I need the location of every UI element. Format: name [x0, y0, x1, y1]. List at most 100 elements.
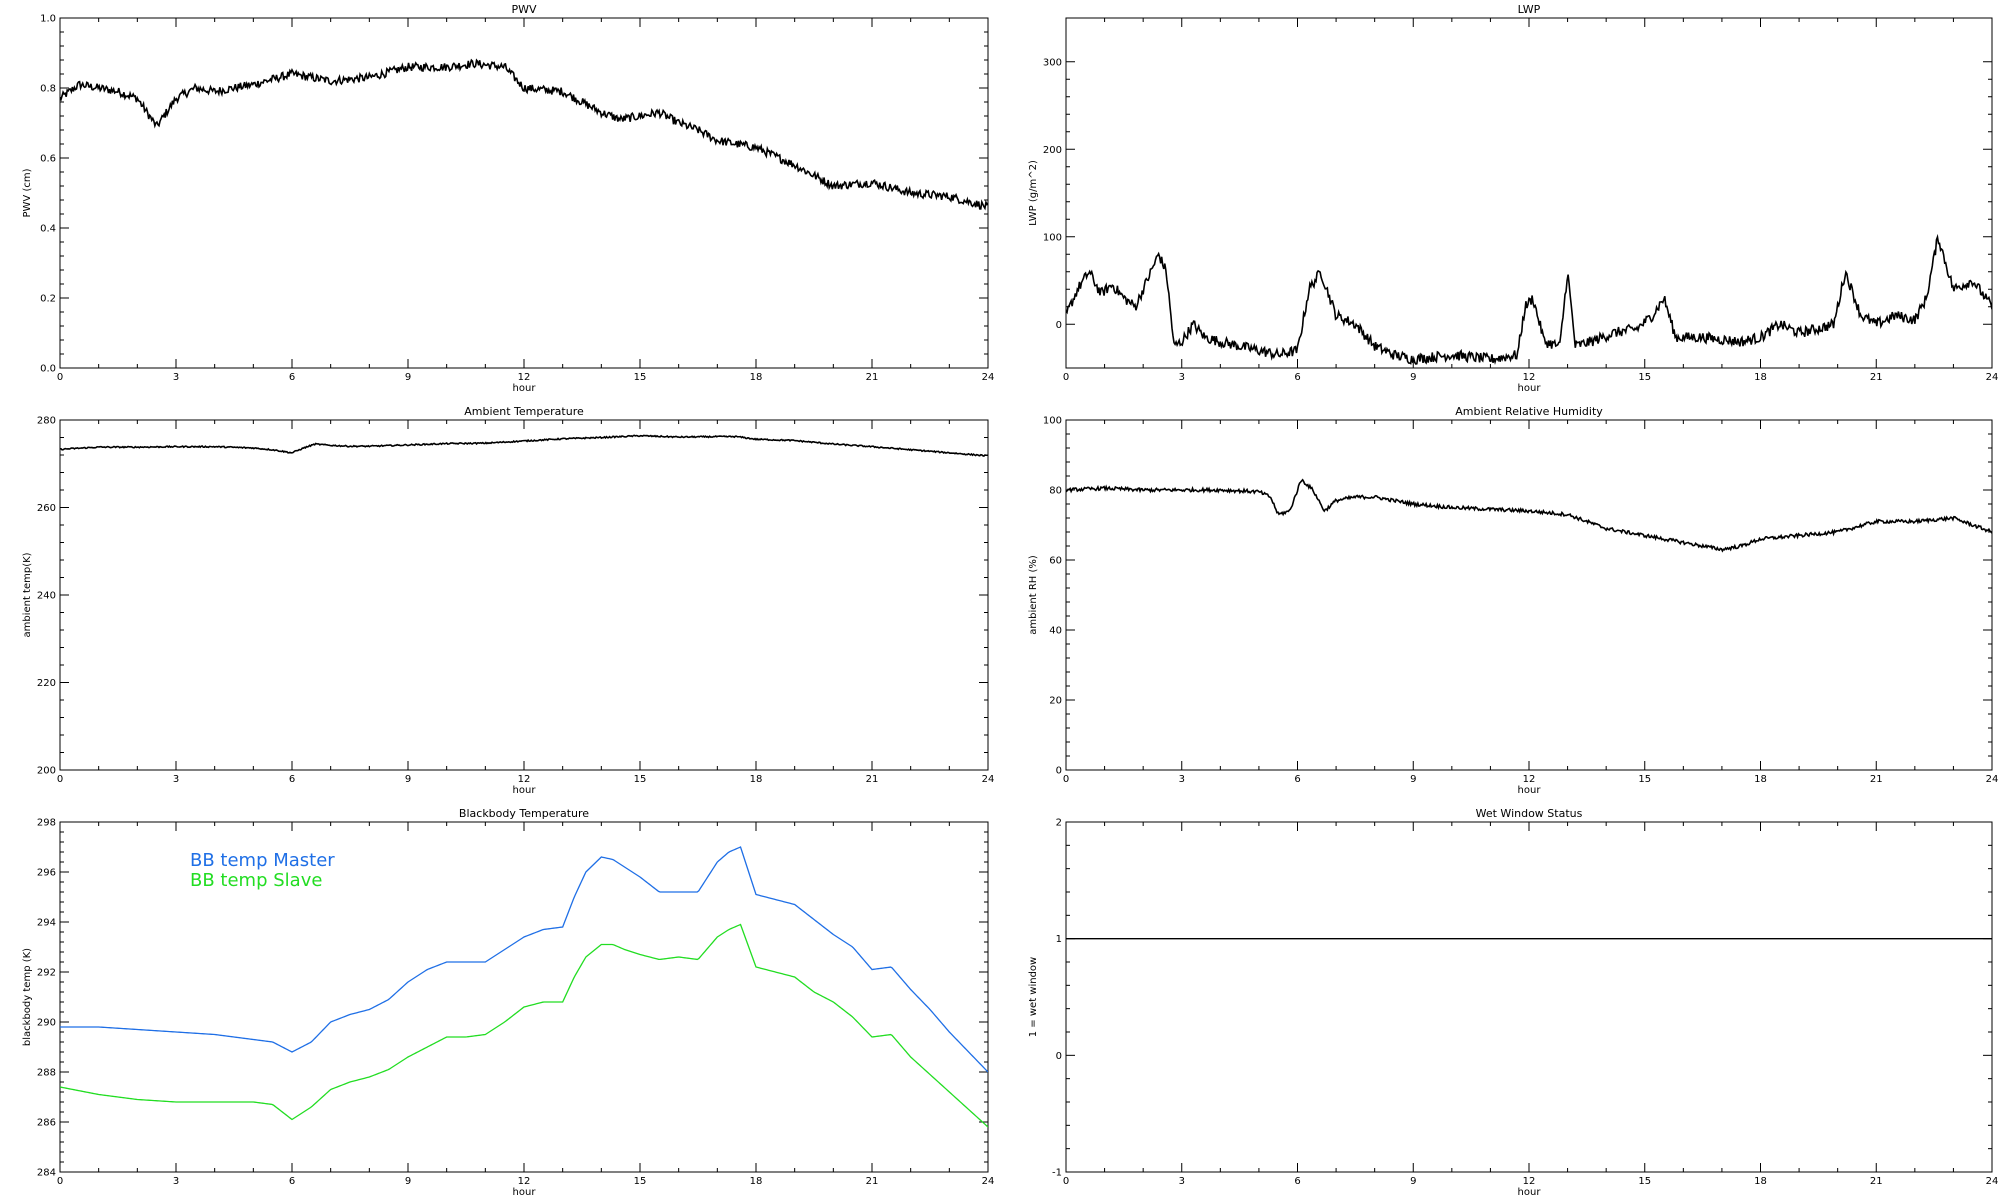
- x-tick-label: 9: [405, 372, 411, 383]
- series-line-bb-temp-master: [60, 846, 988, 1073]
- x-tick-label: 6: [289, 372, 295, 383]
- chart-title: LWP: [1518, 3, 1541, 16]
- chart-ambient_temp: Ambient Temperature 0 3 6 9 12 15 18 21 24 hour 200…: [22, 405, 994, 796]
- y-tick-label: 260: [37, 503, 56, 514]
- x-axis-label: hour: [513, 1187, 537, 1198]
- series-line-0: [1066, 233, 1992, 365]
- x-tick-label: 0: [57, 1176, 63, 1187]
- x-tick-label: 6: [1294, 1176, 1300, 1187]
- x-tick-label: 15: [634, 372, 647, 383]
- y-axis-label: ambient RH (%): [1028, 555, 1039, 635]
- plot-frame: [1065, 419, 1993, 771]
- chart-title: Blackbody Temperature: [459, 807, 589, 820]
- x-tick-label: 9: [405, 774, 411, 785]
- plot-frame: [59, 419, 989, 771]
- y-tick-label: 0.0: [40, 364, 56, 375]
- x-tick-label: 18: [750, 774, 763, 785]
- chart-ambient_rh: Ambient Relative Humidity 0 3 6 9 12 15 18 21 24 h…: [1028, 405, 1998, 796]
- x-tick-label: 0: [1063, 372, 1069, 383]
- x-axis-label: hour: [1518, 785, 1542, 796]
- x-tick-label: 21: [1870, 774, 1883, 785]
- x-axis-label: hour: [1518, 1187, 1542, 1198]
- x-tick-label: 3: [1179, 774, 1185, 785]
- x-tick-label: 15: [1638, 774, 1651, 785]
- y-tick-label: 0.6: [40, 154, 56, 165]
- plot-frame: [1065, 821, 1993, 1173]
- y-tick-label: 80: [1049, 486, 1062, 497]
- x-tick-label: 9: [1410, 1176, 1416, 1187]
- y-tick-label: 20: [1049, 696, 1062, 707]
- x-tick-label: 15: [634, 1176, 647, 1187]
- y-tick-label: 0.2: [40, 294, 56, 305]
- x-tick-label: 12: [518, 774, 531, 785]
- x-tick-label: 9: [1410, 774, 1416, 785]
- x-tick-label: 0: [1063, 1176, 1069, 1187]
- x-tick-label: 18: [1754, 1176, 1767, 1187]
- y-axis-label: 1 = wet window: [1028, 957, 1039, 1037]
- x-tick-label: 12: [1523, 1176, 1536, 1187]
- x-tick-label: 6: [1294, 774, 1300, 785]
- x-tick-label: 24: [1986, 1176, 1999, 1187]
- x-tick-label: 12: [518, 1176, 531, 1187]
- y-tick-label: -1: [1052, 1168, 1062, 1179]
- x-tick-label: 24: [1986, 372, 1999, 383]
- y-tick-label: 0: [1056, 766, 1062, 777]
- y-tick-label: 298: [37, 818, 56, 829]
- x-tick-label: 24: [982, 372, 995, 383]
- y-tick-label: 220: [37, 678, 56, 689]
- y-axis-label: ambient temp(K): [22, 552, 33, 637]
- y-tick-label: 0: [1056, 1051, 1062, 1062]
- chart-blackbody: Blackbody Temperature 0 3 6 9 12 15 18 21 24 hour 2…: [22, 807, 994, 1198]
- plot-frame: [1065, 17, 1993, 369]
- chart-title: Wet Window Status: [1476, 807, 1583, 820]
- y-tick-label: 100: [1043, 416, 1062, 427]
- x-tick-label: 6: [289, 774, 295, 785]
- x-tick-label: 3: [173, 372, 179, 383]
- x-tick-label: 21: [866, 774, 879, 785]
- x-tick-label: 9: [405, 1176, 411, 1187]
- series-line-0: [60, 434, 988, 457]
- y-tick-label: 0: [1056, 320, 1062, 331]
- x-tick-label: 24: [982, 1176, 995, 1187]
- y-tick-label: 284: [37, 1168, 56, 1179]
- y-tick-label: 0.4: [40, 224, 56, 235]
- series-line-bb-temp-slave: [60, 923, 988, 1128]
- chart-lwp: LWP 0 3 6 9 12 15 18 21 24 hour 0 100 200 300 LWP (g/m^…: [1028, 3, 1998, 394]
- x-tick-label: 0: [1063, 774, 1069, 785]
- y-tick-label: 1: [1056, 934, 1062, 945]
- chart-title: Ambient Relative Humidity: [1455, 405, 1603, 418]
- y-tick-label: 200: [1043, 145, 1062, 156]
- x-tick-label: 3: [1179, 372, 1185, 383]
- y-tick-label: 2: [1056, 818, 1062, 829]
- x-tick-label: 12: [1523, 774, 1536, 785]
- x-tick-label: 9: [1410, 372, 1416, 383]
- y-tick-label: 290: [37, 1018, 56, 1029]
- chart-pwv: PWV 0 3 6 9 12 15 18 21 24 hour 0.0 0.2 0.4 0.6 0.8 1.0 P…: [22, 3, 994, 394]
- x-tick-label: 6: [1294, 372, 1300, 383]
- x-tick-label: 18: [750, 1176, 763, 1187]
- x-tick-label: 3: [173, 1176, 179, 1187]
- y-tick-label: 294: [37, 918, 56, 929]
- y-tick-label: 296: [37, 868, 56, 879]
- x-tick-label: 21: [1870, 1176, 1883, 1187]
- y-tick-label: 280: [37, 416, 56, 427]
- y-tick-label: 200: [37, 766, 56, 777]
- x-tick-label: 3: [1179, 1176, 1185, 1187]
- plot-frame: [59, 17, 989, 369]
- y-tick-label: 300: [1043, 57, 1062, 68]
- y-tick-label: 292: [37, 968, 56, 979]
- y-axis-label: PWV (cm): [22, 168, 33, 217]
- y-axis-label: blackbody temp (K): [22, 948, 33, 1046]
- x-axis-label: hour: [513, 785, 537, 796]
- y-tick-label: 60: [1049, 556, 1062, 567]
- x-tick-label: 24: [1986, 774, 1999, 785]
- x-axis-label: hour: [1518, 383, 1542, 394]
- y-axis-label: LWP (g/m^2): [1028, 160, 1039, 226]
- x-tick-label: 21: [1870, 372, 1883, 383]
- x-tick-label: 0: [57, 372, 63, 383]
- x-tick-label: 12: [518, 372, 531, 383]
- legend-entry: BB temp Master: [190, 850, 335, 871]
- x-axis-label: hour: [513, 383, 537, 394]
- legend-entry: BB temp Slave: [190, 870, 322, 891]
